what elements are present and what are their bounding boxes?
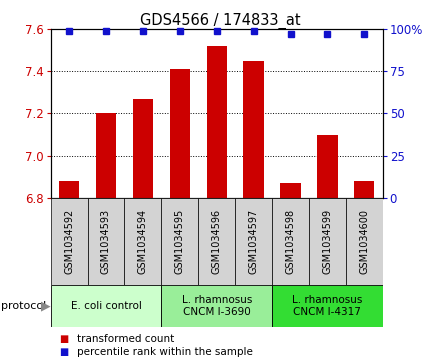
Bar [309, 198, 346, 285]
Bar [280, 183, 301, 198]
Bar [51, 285, 161, 327]
Bar [125, 198, 161, 285]
Text: GSM1034595: GSM1034595 [175, 209, 185, 274]
Bar [317, 135, 337, 198]
Bar [346, 198, 383, 285]
Bar [272, 285, 383, 327]
Text: GSM1034599: GSM1034599 [323, 209, 333, 274]
Bar [243, 61, 264, 198]
Bar [59, 181, 79, 198]
Text: ▶: ▶ [41, 299, 51, 312]
Text: GSM1034597: GSM1034597 [249, 209, 259, 274]
Bar [206, 46, 227, 198]
Text: transformed count: transformed count [77, 334, 174, 344]
Bar [96, 113, 116, 198]
Bar [354, 181, 374, 198]
Text: GSM1034594: GSM1034594 [138, 209, 148, 274]
Text: E. coli control: E. coli control [70, 301, 141, 311]
Bar [235, 198, 272, 285]
Bar [88, 198, 125, 285]
Text: L. rhamnosus
CNCM I-4317: L. rhamnosus CNCM I-4317 [292, 295, 363, 317]
Bar [51, 198, 88, 285]
Bar [161, 285, 272, 327]
Bar [198, 198, 235, 285]
Text: protocol: protocol [1, 301, 47, 311]
Text: GSM1034596: GSM1034596 [212, 209, 222, 274]
Text: GSM1034593: GSM1034593 [101, 209, 111, 274]
Text: percentile rank within the sample: percentile rank within the sample [77, 347, 253, 357]
Text: GSM1034592: GSM1034592 [64, 209, 74, 274]
Text: GDS4566 / 174833_at: GDS4566 / 174833_at [139, 13, 301, 29]
Bar [272, 198, 309, 285]
Text: ■: ■ [59, 334, 69, 344]
Text: ■: ■ [59, 347, 69, 357]
Bar [161, 198, 198, 285]
Text: L. rhamnosus
CNCM I-3690: L. rhamnosus CNCM I-3690 [182, 295, 252, 317]
Bar [170, 69, 190, 198]
Text: GSM1034598: GSM1034598 [286, 209, 296, 274]
Bar [133, 99, 153, 198]
Text: GSM1034600: GSM1034600 [359, 209, 369, 274]
